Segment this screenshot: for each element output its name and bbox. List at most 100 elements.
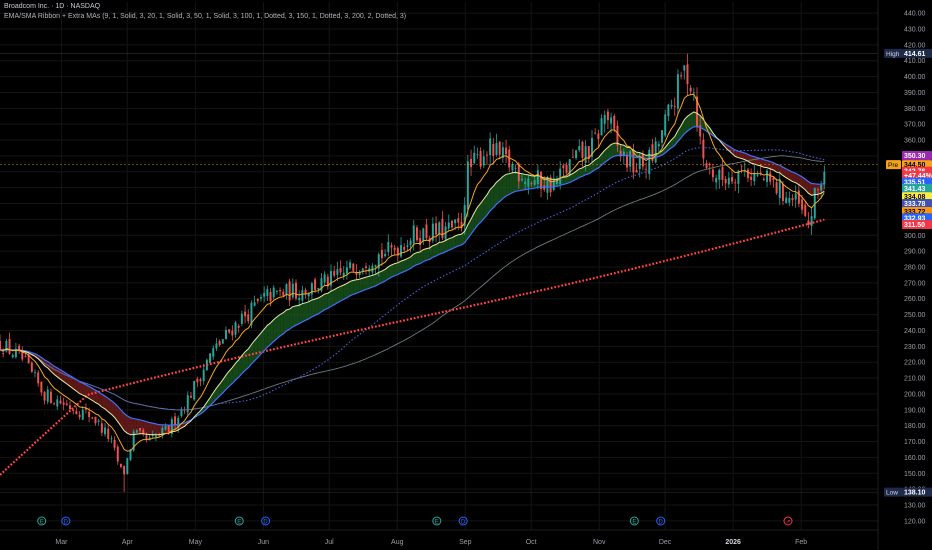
ribbon-segment — [299, 303, 303, 324]
ribbon-segment — [493, 182, 497, 208]
candle-body — [415, 227, 418, 241]
ribbon-segment — [308, 300, 312, 319]
ribbon-segment — [378, 271, 382, 285]
earnings-icon[interactable] — [234, 516, 244, 526]
y-tick-label: 400.00 — [904, 74, 926, 81]
candle-body — [788, 197, 791, 203]
dividend-icon[interactable] — [61, 516, 71, 526]
ribbon-segment — [585, 165, 589, 175]
candle-body — [552, 178, 555, 190]
event-marker-label: ↗ — [785, 519, 790, 525]
event-marker-label: D — [659, 519, 664, 525]
ribbon-segment — [315, 298, 319, 316]
sma200-line — [0, 218, 825, 476]
candle-body — [657, 143, 660, 147]
candle-body — [431, 223, 434, 241]
candle-body — [568, 159, 571, 175]
ribbon-segment — [569, 173, 573, 183]
event-marker-label: D — [64, 519, 69, 525]
ribbon-segment — [356, 279, 360, 294]
ribbon-segment — [394, 262, 398, 276]
price-label-tag-bg — [886, 160, 901, 170]
dividend-icon[interactable] — [656, 516, 666, 526]
earnings-icon[interactable] — [629, 516, 639, 526]
ribbon-segment — [225, 371, 230, 390]
candle-body — [419, 238, 422, 246]
ribbon-segment — [324, 293, 328, 310]
candle-body — [384, 254, 387, 257]
candle-body — [781, 184, 784, 201]
candle-body — [823, 171, 826, 185]
ribbon-segment — [426, 247, 430, 261]
candle-body — [240, 313, 243, 325]
candle-body — [616, 125, 619, 146]
price-label-bg — [902, 219, 932, 229]
indicator-title[interactable]: EMA/SMA Ribbon + Extra MAs (9, 1, Solid,… — [4, 13, 407, 20]
candle-body — [314, 279, 317, 291]
ribbon-segment — [572, 171, 577, 181]
price-label: +47.44% — [904, 173, 932, 180]
x-tick-label: Jul — [325, 539, 334, 546]
candle-body — [355, 271, 358, 275]
candle-body — [301, 290, 304, 301]
candle-body — [53, 403, 56, 405]
candle-body — [520, 178, 523, 181]
candle-body — [575, 150, 578, 159]
event-marker-label: E — [237, 519, 241, 525]
candle-body — [167, 424, 170, 432]
candle-body — [78, 414, 81, 418]
y-tick-label: 440.00 — [904, 11, 926, 18]
dividend-icon[interactable] — [458, 516, 468, 526]
ribbon-segment — [521, 173, 526, 191]
candle-body — [753, 172, 756, 182]
ribbon-segment — [346, 281, 351, 298]
candle-body — [202, 369, 205, 382]
price-label: 311.50 — [904, 222, 925, 229]
x-tick-label: May — [189, 539, 203, 546]
ribbon-segment — [82, 383, 86, 397]
event-markers[interactable]: E D E D E D E D ↗ — [37, 516, 793, 526]
ribbon-segment — [416, 251, 421, 265]
y-tick-label: 260.00 — [904, 296, 926, 303]
dividend-icon[interactable] — [261, 516, 271, 526]
ribbon-segment — [321, 294, 325, 312]
ribbon-segment — [531, 175, 535, 189]
candle-body — [581, 141, 584, 158]
ribbon-segment — [264, 325, 268, 351]
candle-body — [199, 379, 202, 382]
candle-body — [279, 290, 282, 292]
split-icon[interactable] — [783, 516, 793, 526]
low-tag: Low — [886, 490, 898, 497]
candle-body — [670, 104, 673, 107]
earnings-icon[interactable] — [37, 516, 47, 526]
candle-body — [263, 293, 266, 297]
price-label-bg — [902, 192, 932, 202]
candle-body — [447, 222, 450, 229]
ribbon-segment — [292, 305, 296, 327]
candle-body — [193, 381, 196, 400]
candle-body — [412, 225, 415, 244]
y-tick-label: 390.00 — [904, 90, 926, 97]
candle-body — [81, 409, 84, 420]
ema9-line — [0, 93, 825, 452]
ribbon-segment — [401, 260, 405, 273]
candle-body — [142, 429, 145, 434]
candle-body — [692, 92, 695, 94]
ribbon-segment — [350, 280, 354, 296]
candle-body — [30, 362, 33, 372]
candle-body — [266, 288, 269, 296]
candle-body — [218, 341, 221, 346]
candle-body — [24, 356, 27, 358]
ribbon-segment — [318, 296, 322, 314]
ribbon-segment — [289, 306, 293, 330]
earnings-icon[interactable] — [432, 516, 442, 526]
candle-body — [400, 245, 403, 257]
candle-body — [578, 145, 581, 151]
candle-body — [676, 74, 679, 109]
candle-body — [562, 165, 565, 169]
ribbon-segment — [98, 391, 102, 407]
candle-body — [56, 399, 59, 407]
candle-body — [27, 354, 30, 364]
candle-body — [766, 170, 769, 182]
